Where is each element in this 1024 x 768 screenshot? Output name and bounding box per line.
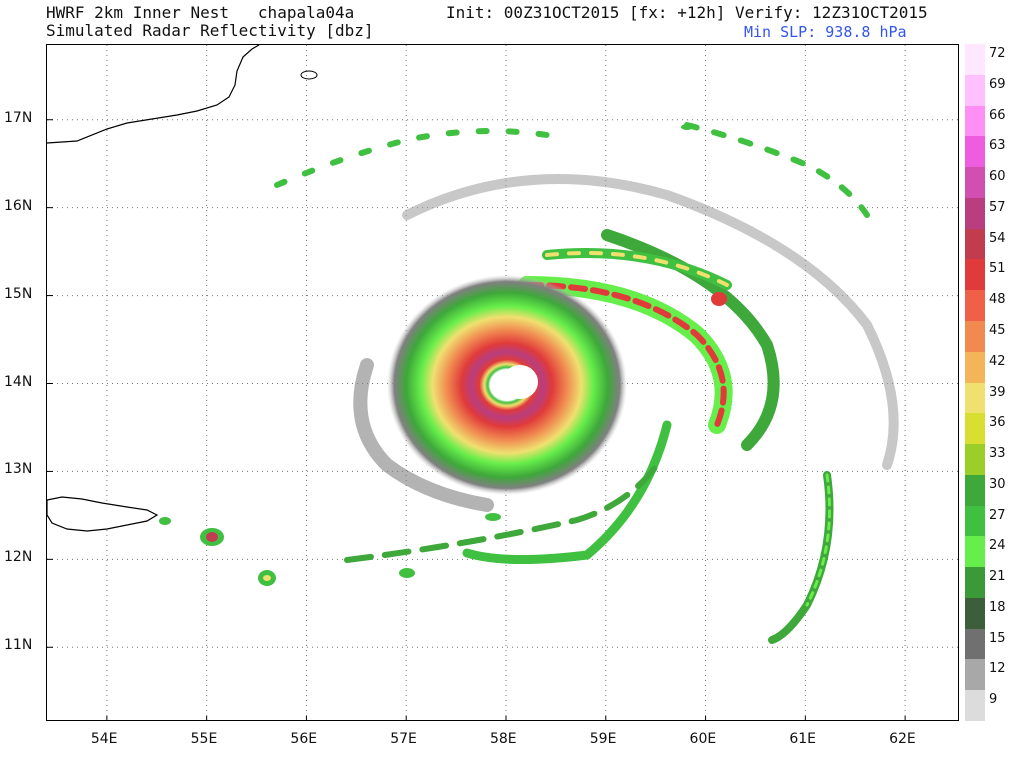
colorbar-label: 63	[989, 138, 1006, 154]
colorbar-label: 66	[989, 107, 1006, 123]
colorbar-label: 45	[989, 322, 1006, 338]
colorbar-label: 42	[989, 353, 1006, 369]
coastline-socotra	[47, 496, 159, 532]
colorbar-swatch	[965, 444, 985, 476]
colorbar-label: 57	[989, 199, 1006, 215]
colorbar-label: 9	[989, 692, 998, 708]
radar-map	[47, 45, 958, 720]
colorbar-swatch	[965, 659, 985, 691]
colorbar-swatch	[965, 351, 985, 383]
lon-tick-label: 58E	[489, 731, 517, 747]
colorbar-swatch	[965, 382, 985, 414]
lon-tick-label: 59E	[589, 731, 617, 747]
colorbar-swatch	[965, 228, 985, 260]
colorbar-label: 69	[989, 76, 1006, 92]
lon-tick-label: 56E	[290, 731, 318, 747]
storm-eye	[502, 365, 538, 399]
lon-tick-label: 54E	[90, 731, 118, 747]
lon-tick-label: 62E	[889, 731, 916, 747]
isolated-cells	[159, 70, 727, 586]
colorbar-swatch	[965, 259, 985, 291]
colorbar-label: 15	[989, 630, 1006, 646]
coastline-oman	[47, 45, 260, 144]
colorbar-swatch	[965, 567, 985, 599]
lat-tick-label: 11N	[4, 637, 33, 654]
colorbar-label: 36	[989, 415, 1006, 431]
colorbar-swatch	[965, 74, 985, 107]
colorbar-swatch	[965, 628, 985, 660]
map-panel	[46, 44, 959, 721]
colorbar-swatch	[965, 474, 985, 507]
colorbar-label: 51	[989, 261, 1006, 277]
min-slp-text: Min SLP: 938.8 hPa	[744, 23, 907, 41]
colorbar-label: 18	[989, 599, 1006, 615]
lon-tick-label: 57E	[390, 731, 417, 747]
colorbar-label: 60	[989, 169, 1006, 185]
colorbar-swatch	[965, 290, 985, 322]
lat-tick-label: 15N	[4, 285, 33, 302]
lat-tick-label: 16N	[4, 197, 33, 214]
colorbar-label: 39	[989, 384, 1006, 400]
colorbar-label: 27	[989, 507, 1006, 523]
lon-tick-label: 55E	[190, 731, 218, 747]
colorbar-swatch	[965, 105, 985, 137]
colorbar-label: 30	[989, 476, 1006, 492]
colorbar-label: 72	[989, 46, 1006, 61]
colorbar-swatch	[965, 320, 985, 353]
colorbar-swatch	[965, 44, 985, 76]
colorbar-swatch	[965, 690, 985, 722]
model-title: HWRF 2km Inner Nest chapala04a	[46, 3, 355, 22]
colorbar-label: 21	[989, 569, 1006, 585]
colorbar-swatch	[965, 597, 985, 630]
colorbar-swatch	[965, 136, 985, 168]
colorbar-swatch	[965, 167, 985, 199]
colorbar-label: 54	[989, 230, 1006, 246]
lat-tick-label: 12N	[4, 549, 33, 566]
colorbar-swatch	[965, 197, 985, 230]
colorbar-label: 24	[989, 538, 1006, 554]
colorbar-label: 48	[989, 292, 1006, 308]
lat-tick-label: 17N	[4, 109, 33, 126]
lon-tick-label: 60E	[689, 731, 717, 747]
colorbar-label: 33	[989, 446, 1006, 462]
field-title: Simulated Radar Reflectivity [dbz]	[46, 21, 374, 40]
colorbar-swatch	[965, 505, 985, 537]
lon-tick-label: 61E	[789, 731, 816, 747]
lat-tick-label: 13N	[4, 461, 33, 478]
outer-rainbands	[274, 122, 899, 644]
colorbar-swatch	[965, 536, 985, 568]
lat-tick-label: 14N	[4, 373, 33, 390]
lat-lon-grid	[47, 45, 958, 720]
colorbar-label: 12	[989, 661, 1006, 677]
colorbar-legend: 72 69 66 63 60 57 54 51 48 45 42 39 36 33 30 27 24 21 18 15…	[965, 44, 1017, 722]
colorbar-swatch	[965, 413, 985, 445]
init-verify-text: Init: 00Z31OCT2015 [fx: +12h] Verify: 12…	[446, 3, 928, 22]
